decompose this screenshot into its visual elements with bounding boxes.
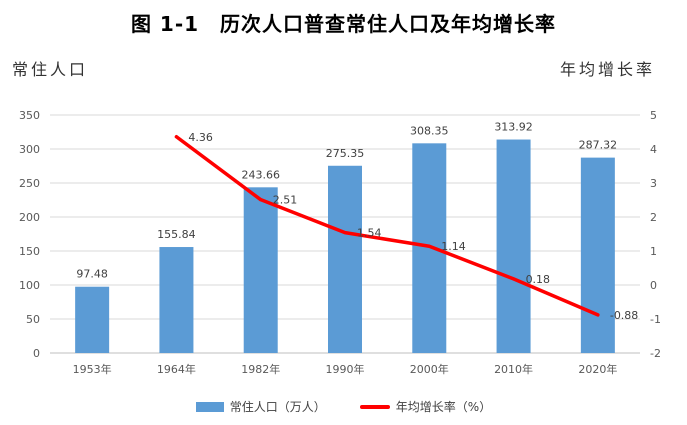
- bar-data-label: 313.92: [494, 121, 533, 134]
- y-right-tick-label: 5: [650, 109, 657, 122]
- bar-data-label: 243.66: [241, 168, 280, 181]
- y-left-tick-label: 150: [19, 245, 40, 258]
- y-left-tick-label: 50: [26, 313, 40, 326]
- right-axis-label: 年均增长率: [559, 60, 655, 79]
- y-left-tick-label: 250: [19, 177, 40, 190]
- legend-item-growth-rate: 年均增长率（%）: [359, 398, 492, 415]
- bar: [496, 139, 531, 353]
- x-tick-label: 2000年: [410, 362, 449, 376]
- bar: [580, 157, 615, 353]
- legend-label-growth-rate: 年均增长率（%）: [395, 400, 492, 414]
- bar: [328, 165, 362, 353]
- chart-title: 图 1-1 历次人口普查常住人口及年均增长率: [130, 12, 557, 36]
- line-point: [596, 313, 600, 317]
- x-tick-label: 1953年: [73, 362, 112, 376]
- bar-data-label: 287.32: [579, 139, 618, 152]
- y-right-tick-label: 0: [650, 279, 657, 292]
- y-left-tick-label: 100: [19, 279, 40, 292]
- legend: 常住人口（万人） 年均增长率（%）: [0, 398, 687, 415]
- line-data-label: 4.36: [188, 131, 213, 144]
- line-point: [427, 244, 431, 248]
- x-tick-label: 2020年: [578, 362, 617, 376]
- x-tick-label: 2010年: [494, 362, 533, 376]
- bar: [243, 187, 278, 353]
- bar-data-label: 97.48: [76, 268, 108, 281]
- y-left-tick-label: 200: [19, 211, 40, 224]
- y-right-tick-label: -1: [650, 313, 661, 326]
- left-axis-label: 常住人口: [12, 60, 89, 79]
- y-right-tick-label: -2: [650, 347, 661, 360]
- x-tick-label: 1990年: [326, 362, 365, 376]
- y-left-tick-label: 300: [19, 143, 40, 156]
- line-data-label: 2.51: [273, 194, 298, 207]
- legend-swatch-line: [359, 404, 390, 409]
- y-right-tick-label: 3: [650, 177, 657, 190]
- x-tick-label: 1982年: [241, 362, 280, 376]
- y-left-tick-label: 350: [19, 109, 40, 122]
- y-right-tick-label: 2: [650, 211, 657, 224]
- line-point: [174, 135, 178, 139]
- legend-swatch-bar: [195, 401, 224, 412]
- legend-label-population: 常住人口（万人）: [229, 400, 326, 414]
- line-point: [259, 198, 263, 202]
- bar: [75, 286, 110, 353]
- bar-data-label: 275.35: [326, 147, 365, 160]
- line-data-label: -0.88: [610, 309, 638, 322]
- line-point: [512, 277, 516, 281]
- bar: [412, 143, 447, 353]
- line-data-label: 1.14: [441, 240, 466, 253]
- x-tick-label: 1964年: [157, 362, 196, 376]
- y-left-tick-label: 0: [33, 347, 40, 360]
- y-right-tick-label: 1: [650, 245, 657, 258]
- bar-data-label: 155.84: [157, 228, 196, 241]
- legend-item-population: 常住人口（万人）: [195, 398, 326, 415]
- growth-rate-line: [174, 135, 600, 317]
- line-point: [343, 231, 347, 235]
- line-data-label: 1.54: [357, 227, 382, 240]
- line-data-label: 0.18: [526, 273, 551, 286]
- bar-data-label: 308.35: [410, 124, 449, 137]
- y-right-tick-label: 4: [650, 143, 657, 156]
- bar: [159, 247, 194, 353]
